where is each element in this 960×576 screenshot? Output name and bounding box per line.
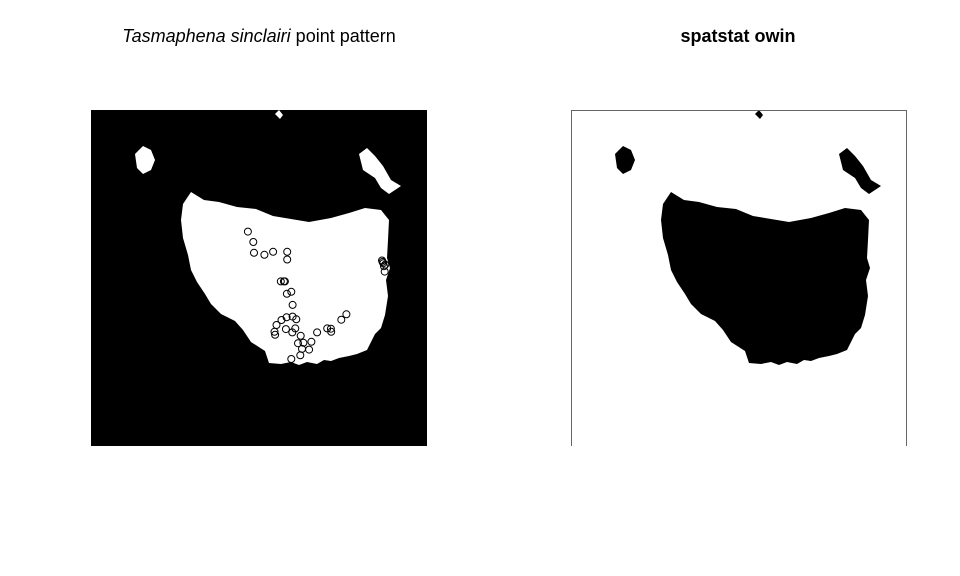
owin-plot [571,110,907,446]
point-marker [337,315,346,324]
point-marker [283,255,292,264]
point-marker [269,247,278,256]
point-pattern-plot [91,110,427,446]
king-island-shape [135,146,155,174]
flinders-island-shape [839,148,881,194]
right-panel-title: spatstat owin [680,26,796,46]
point-marker [307,337,316,346]
mainland-shape [661,192,870,365]
point-marker [249,238,258,246]
point-marker [378,257,387,266]
title-suffix: point pattern [290,26,396,46]
point-marker [279,277,288,286]
point-markers [243,227,390,363]
species-name: Tasmaphena sinclairi [122,26,291,46]
point-marker [299,338,308,347]
point-marker [243,227,252,236]
point-marker [287,287,296,296]
point-marker [294,339,302,348]
tasmania-window [615,110,881,365]
point-marker [380,267,389,276]
point-marker [326,324,335,333]
north-islet-shape [275,110,283,119]
point-marker [288,328,297,337]
point-marker [313,328,322,337]
king-island-shape [615,146,635,174]
plot-frame [571,110,907,446]
point-marker [380,262,388,271]
point-marker [281,325,290,334]
point-marker [298,344,306,353]
point-marker [250,248,258,257]
point-marker [276,277,285,286]
point-marker [282,289,291,298]
point-marker [288,300,297,309]
flinders-island-shape [359,148,401,194]
point-marker [379,259,388,268]
point-marker [260,250,269,259]
point-marker [283,247,292,256]
point-marker [342,310,351,319]
point-marker [288,312,297,321]
point-marker [277,316,286,324]
north-islet-shape [755,110,763,119]
point-marker [270,327,279,336]
point-marker [296,331,305,340]
left-panel-title: Tasmaphena sinclairi point pattern [122,26,396,47]
point-marker [271,330,280,339]
point-marker [287,355,296,363]
point-marker [327,327,336,336]
